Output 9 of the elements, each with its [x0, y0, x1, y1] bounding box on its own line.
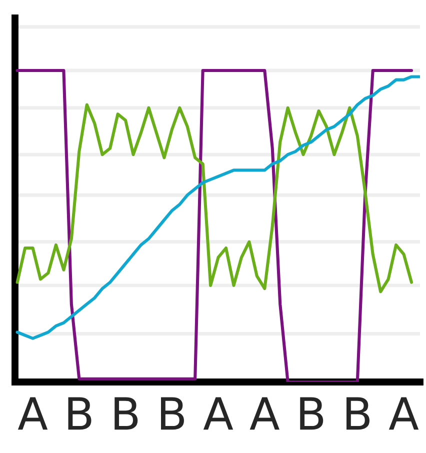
x-tick-label: B: [68, 397, 92, 430]
x-tick-label: B: [300, 397, 324, 430]
x-tick-label: A: [18, 397, 48, 430]
x-tick-label: A: [250, 397, 280, 430]
x-tick-label: B: [346, 397, 370, 430]
x-tick-label: A: [388, 397, 419, 430]
x-tick-label: A: [203, 397, 234, 430]
x-tick-label: B: [114, 397, 138, 430]
x-tick-label: B: [161, 397, 184, 430]
